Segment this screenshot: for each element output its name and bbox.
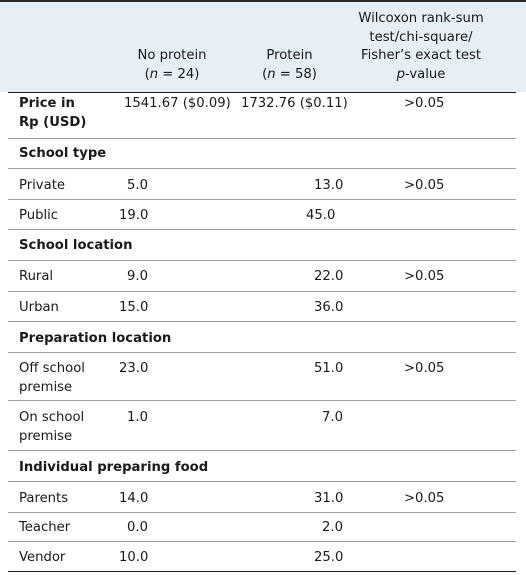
header-test-line1: Wilcoxon rank-sum	[358, 11, 484, 26]
header-test-line3: Fisher’s exact test	[360, 48, 481, 63]
public-no-protein: 19.0	[119, 208, 149, 223]
parents-no-protein: 14.0	[119, 491, 149, 506]
off-school-no-protein: 23.0	[119, 361, 149, 376]
off-school-p-value: >0.05	[404, 361, 445, 376]
header-no-protein: No protein	[137, 48, 207, 63]
table-header	[0, 0, 526, 92]
divider	[8, 138, 516, 139]
divider	[8, 512, 516, 513]
public-protein: 45.0	[306, 208, 336, 223]
rural-protein: 22.0	[314, 269, 344, 284]
price-p-value: >0.05	[404, 96, 445, 111]
row-label-off-school-1: Off school	[19, 361, 85, 376]
section-individual-preparing-food: Individual preparing food	[19, 460, 209, 475]
row-label-private: Private	[19, 178, 65, 193]
header-protein-n: (n = 58)	[262, 67, 317, 82]
divider	[8, 260, 516, 261]
header-rule	[8, 92, 516, 93]
divider	[8, 321, 516, 322]
urban-protein: 36.0	[314, 300, 344, 315]
row-label-vendor: Vendor	[19, 550, 66, 565]
section-school-type: School type	[19, 146, 107, 161]
row-label-public: Public	[19, 208, 59, 223]
header-protein: Protein	[266, 48, 313, 63]
row-label-teacher: Teacher	[19, 520, 71, 535]
teacher-no-protein: 0.0	[127, 520, 148, 535]
divider	[8, 229, 516, 230]
private-protein: 13.0	[314, 178, 344, 193]
parents-protein: 31.0	[314, 491, 344, 506]
section-preparation-location: Preparation location	[19, 331, 172, 346]
off-school-protein: 51.0	[314, 361, 344, 376]
divider	[8, 168, 516, 169]
divider	[8, 199, 516, 200]
row-label-urban: Urban	[19, 300, 59, 315]
row-label-on-school-2: premise	[19, 429, 73, 444]
row-label-parents: Parents	[19, 491, 69, 506]
on-school-protein: 7.0	[322, 410, 343, 425]
private-no-protein: 5.0	[127, 178, 148, 193]
divider	[8, 481, 516, 482]
urban-no-protein: 15.0	[119, 300, 149, 315]
divider	[8, 352, 516, 353]
parents-p-value: >0.05	[404, 491, 445, 506]
rural-no-protein: 9.0	[127, 269, 148, 284]
rural-p-value: >0.05	[404, 269, 445, 284]
price-protein: 1732.76 ($0.11)	[241, 96, 348, 111]
header-test-line4: p-value	[396, 67, 446, 82]
header-test-line2: test/chi-square/	[369, 30, 473, 45]
row-label-rural: Rural	[19, 269, 54, 284]
price-no-protein: 1541.67 ($0.09)	[124, 96, 231, 111]
row-label-off-school-2: premise	[19, 380, 73, 395]
table-bottom-rule	[8, 571, 516, 572]
row-label-price-1: Price in	[19, 96, 75, 111]
row-label-price-2: Rp (USD)	[19, 115, 87, 130]
divider	[8, 541, 516, 542]
section-school-location: School location	[19, 238, 133, 253]
teacher-protein: 2.0	[322, 520, 343, 535]
private-p-value: >0.05	[404, 178, 445, 193]
header-no-protein-n: (n = 24)	[144, 67, 200, 82]
divider	[8, 400, 516, 401]
divider	[8, 291, 516, 292]
row-label-on-school-1: On school	[19, 410, 85, 425]
divider	[8, 450, 516, 451]
on-school-no-protein: 1.0	[127, 410, 148, 425]
vendor-no-protein: 10.0	[119, 550, 149, 565]
vendor-protein: 25.0	[314, 550, 344, 565]
